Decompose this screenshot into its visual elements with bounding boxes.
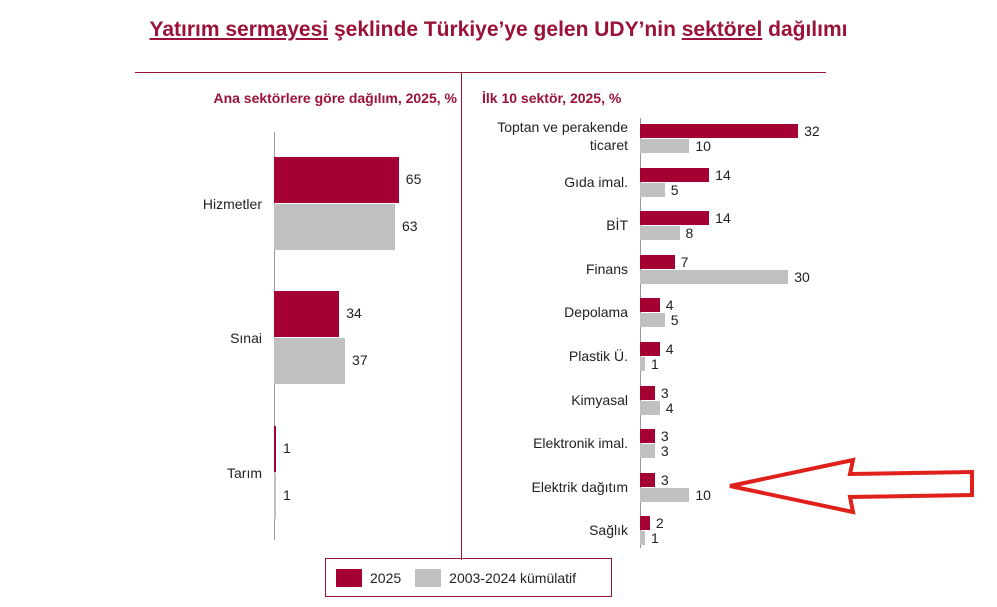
bar-2025 (640, 298, 660, 313)
data-label: 2 (655, 515, 664, 532)
data-label: 1 (650, 356, 659, 372)
bar-cumulative (274, 473, 276, 519)
bar-cumulative (640, 357, 645, 371)
data-label: 14 (715, 210, 731, 227)
legend-swatch-cum (415, 568, 442, 587)
data-label: 10 (695, 486, 711, 503)
category-label: Depolama (564, 304, 628, 321)
category-label: Toptan ve perakende ticaret (497, 119, 628, 153)
panel-divider (461, 73, 462, 560)
bar-2025 (640, 211, 710, 226)
bar-2025 (640, 342, 660, 356)
bar-2025 (640, 254, 675, 269)
bar-cumulative (640, 139, 690, 153)
data-label: 37 (352, 352, 368, 368)
bar-2025 (274, 426, 276, 472)
category-label: BİT (606, 217, 628, 234)
data-label: 63 (401, 218, 418, 234)
category-label: Kimyasal (571, 391, 628, 408)
data-label: 3 (660, 384, 669, 401)
data-label: 3 (660, 443, 669, 460)
bar-2025 (640, 385, 655, 400)
arrow-icon (729, 457, 974, 515)
legend-label: 2025 (370, 569, 402, 586)
data-label: 10 (695, 138, 711, 154)
bar-cumulative (640, 269, 789, 284)
bar-cumulative (274, 204, 395, 250)
header-divider (135, 72, 826, 73)
data-label: 34 (346, 305, 362, 321)
category-label: Plastik Ü. (568, 348, 628, 364)
bar-2025 (640, 124, 799, 138)
category-label: Hizmetler (202, 196, 262, 212)
category-label: Elektronik imal. (533, 435, 628, 452)
bar-cumulative (640, 400, 660, 415)
title-part: dağılımı (762, 18, 848, 41)
category-label: Sınai (230, 330, 262, 346)
title-part: Yatırım sermayesi (149, 18, 329, 41)
data-label: 65 (405, 171, 422, 187)
data-label: 14 (715, 166, 731, 183)
bar-cumulative (640, 313, 665, 328)
title-part: şeklinde Türkiye’ye gelen UDY’nin (328, 18, 682, 41)
data-label: 30 (794, 268, 810, 285)
bar-2025 (274, 157, 399, 203)
right-axis (640, 118, 641, 548)
bar-cumulative (640, 226, 680, 241)
category-label: Sağlık (589, 522, 628, 539)
data-label: 1 (283, 440, 291, 456)
data-label: 7 (680, 253, 689, 270)
bar-2025 (640, 516, 650, 531)
data-label: 5 (670, 312, 679, 329)
page-title: Yatırım sermayesi şeklinde Türkiye’ye ge… (0, 18, 997, 42)
bar-2025 (274, 291, 340, 337)
legend: 2025 2003-2024 kümülatif (325, 558, 612, 597)
data-label: 4 (665, 399, 674, 416)
bar-2025 (640, 472, 655, 487)
bar-cumulative (640, 487, 690, 502)
data-label: 5 (670, 181, 679, 198)
legend-label: 2003-2024 kümülatif (449, 569, 577, 586)
bar-cumulative (274, 338, 346, 384)
category-label: Tarım (227, 465, 262, 481)
bar-2025 (640, 429, 655, 444)
data-label: 8 (685, 225, 694, 242)
data-label: 4 (665, 297, 674, 314)
legend-swatch-2025 (336, 568, 362, 587)
data-label: 1 (283, 487, 291, 503)
category-label: Gıda imal. (564, 173, 628, 190)
title-part: sektörel (681, 18, 763, 41)
data-label: 4 (665, 341, 674, 357)
bar-cumulative (640, 444, 655, 459)
left-chart-title: Ana sektörlere göre dağılım, 2025, % (213, 90, 457, 106)
data-label: 32 (804, 123, 820, 139)
bar-2025 (640, 167, 710, 182)
bar-cumulative (640, 182, 665, 197)
category-label: Finans (585, 260, 628, 277)
bar-cumulative (640, 531, 645, 546)
category-label: Elektrik dağıtım (531, 478, 628, 495)
data-label: 3 (660, 428, 669, 445)
right-chart-title: İlk 10 sektör, 2025, % (482, 90, 622, 106)
data-label: 1 (650, 530, 659, 547)
data-label: 3 (660, 471, 669, 488)
